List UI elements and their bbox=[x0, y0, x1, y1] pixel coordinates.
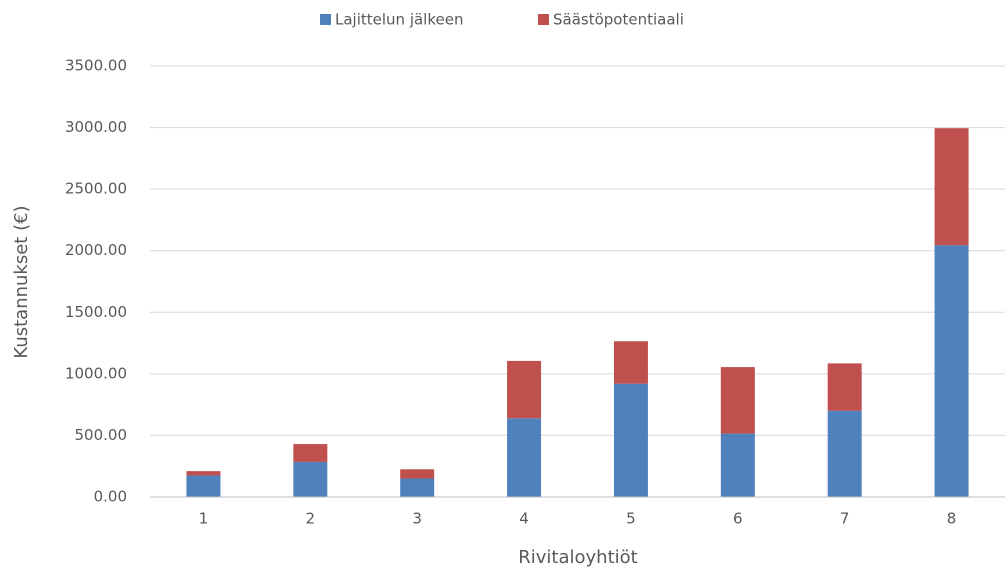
x-tick-label: 5 bbox=[626, 510, 636, 528]
x-tick-label: 8 bbox=[947, 510, 957, 528]
y-axis-title: Kustannukset (€) bbox=[11, 205, 32, 358]
x-tick-label: 2 bbox=[306, 510, 316, 528]
x-tick-label: 6 bbox=[733, 510, 743, 528]
bar-segment bbox=[293, 444, 328, 462]
y-tick-label: 3000.00 bbox=[65, 118, 127, 136]
x-tick-label: 1 bbox=[199, 510, 209, 528]
legend-swatch bbox=[320, 14, 331, 25]
y-tick-label: 0.00 bbox=[94, 488, 127, 506]
bar-segment bbox=[400, 469, 435, 479]
y-tick-label: 3500.00 bbox=[65, 57, 127, 75]
bar-segment bbox=[720, 367, 755, 434]
y-tick-label: 1500.00 bbox=[65, 303, 127, 321]
legend-label: Lajittelun jälkeen bbox=[335, 11, 463, 29]
x-tick-label: 4 bbox=[519, 510, 529, 528]
bar-segment bbox=[507, 360, 542, 419]
bar-segment bbox=[613, 341, 648, 384]
bar-segment bbox=[934, 128, 969, 246]
y-tick-label: 2500.00 bbox=[65, 180, 127, 198]
y-tick-label: 2000.00 bbox=[65, 241, 127, 259]
x-axis-title: Rivitaloyhtiöt bbox=[518, 547, 637, 568]
y-tick-label: 500.00 bbox=[75, 426, 128, 444]
x-tick-label: 3 bbox=[412, 510, 422, 528]
bar-segment bbox=[186, 475, 221, 497]
x-tick-label: 7 bbox=[840, 510, 850, 528]
legend-label: Säästöpotentiaali bbox=[553, 11, 684, 29]
bar-segment bbox=[827, 410, 862, 497]
bar-segment bbox=[934, 245, 969, 497]
bar-segment bbox=[507, 418, 542, 497]
bar-segment bbox=[613, 383, 648, 497]
y-tick-label: 1000.00 bbox=[65, 364, 127, 382]
legend-swatch bbox=[538, 14, 549, 25]
bar-segment bbox=[293, 461, 328, 497]
bar-segment bbox=[720, 433, 755, 497]
bar-segment bbox=[186, 471, 221, 476]
bar-segment bbox=[400, 478, 435, 497]
bar-segment bbox=[827, 363, 862, 411]
